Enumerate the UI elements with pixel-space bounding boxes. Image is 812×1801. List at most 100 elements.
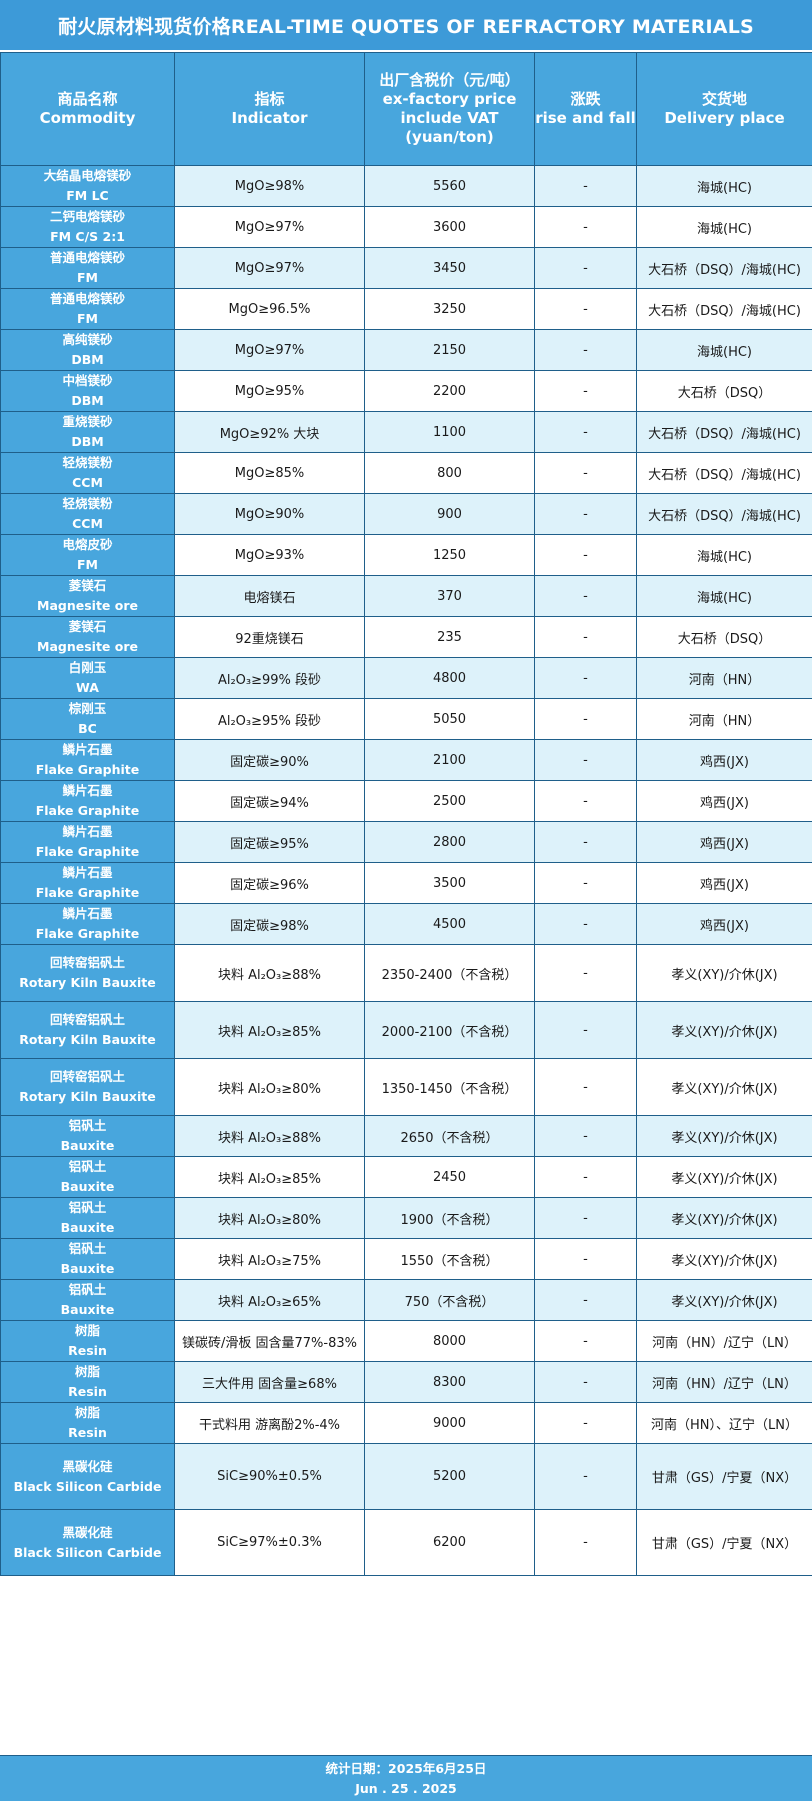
commodity-cn: 菱镁石 bbox=[68, 578, 107, 593]
delivery-place-cell: 大石桥（DSQ） bbox=[636, 616, 812, 658]
delivery-place-cell: 海城(HC) bbox=[636, 329, 812, 371]
price-cell: 2350-2400（不含税） bbox=[364, 944, 535, 1002]
table-row: 铝矾土 Bauxite 块料 Al₂O₃≥88% 2650（不含税） - 孝义(XY)/介… bbox=[0, 1115, 812, 1157]
change-cell: - bbox=[534, 1156, 637, 1198]
commodity-en: FM bbox=[77, 270, 98, 285]
commodity-cell: 铝矾土 Bauxite bbox=[0, 1197, 175, 1239]
delivery-place-cell: 孝义(XY)/介休(JX) bbox=[636, 944, 812, 1002]
delivery-place-cell: 孝义(XY)/介休(JX) bbox=[636, 1279, 812, 1321]
commodity-cn: 白刚玉 bbox=[68, 660, 107, 675]
commodity-en: Bauxite bbox=[60, 1220, 115, 1235]
change-cell: - bbox=[534, 370, 637, 412]
commodity-cell: 铝矾土 Bauxite bbox=[0, 1279, 175, 1321]
table-row: 回转窑铝矾土 Rotary Kiln Bauxite 块料 Al₂O₃≥80% 135… bbox=[0, 1058, 812, 1116]
commodity-cn: 黑碳化硅 bbox=[62, 1524, 113, 1540]
commodity-cn: 普通电熔镁砂 bbox=[49, 250, 125, 265]
change-cell: - bbox=[534, 247, 637, 289]
price-cell: 6200 bbox=[364, 1509, 535, 1576]
table-row: 黑碳化硅 Black Silicon Carbide SiC≥97%±0.3% 620… bbox=[0, 1509, 812, 1576]
price-cell: 900 bbox=[364, 493, 535, 535]
price-cell: 8300 bbox=[364, 1361, 535, 1403]
delivery-place-cell: 鸡西(JX) bbox=[636, 903, 812, 945]
commodity-cell: 轻烧镁粉 CCM bbox=[0, 452, 175, 494]
change-cell: - bbox=[534, 411, 637, 453]
commodity-en: Rotary Kiln Bauxite bbox=[19, 1032, 156, 1047]
commodity-cn: 铝矾土 bbox=[68, 1118, 107, 1133]
indicator-cell: 固定碳≥98% bbox=[174, 903, 365, 945]
commodity-cn: 轻烧镁粉 bbox=[62, 455, 113, 470]
commodity-cell: 树脂 Resin bbox=[0, 1320, 175, 1362]
price-cell: 1550（不含税） bbox=[364, 1238, 535, 1280]
commodity-cell: 重烧镁砂 DBM bbox=[0, 411, 175, 453]
table-row: 白刚玉 WA Al₂O₃≥99% 段砂 4800- 河南（HN） bbox=[0, 657, 812, 699]
delivery-place-cell: 孝义(XY)/介休(JX) bbox=[636, 1156, 812, 1198]
table-row: 重烧镁砂 DBM MgO≥92% 大块 1100- 大石桥（DSQ）/海城(HC) bbox=[0, 411, 812, 453]
table-row: 树脂 Resin 三大件用 固含量≥68% 8300- 河南（HN）/辽宁（LN） bbox=[0, 1361, 812, 1403]
table-row: 鳞片石墨 Flake Graphite 固定碳≥95% 2800- 鸡西(JX) bbox=[0, 821, 812, 863]
price-cell: 5200 bbox=[364, 1443, 535, 1510]
commodity-en: Rotary Kiln Bauxite bbox=[19, 1089, 156, 1104]
table-row: 普通电熔镁砂 FM MgO≥96.5% 3250- 大石桥（DSQ）/海城(HC) bbox=[0, 288, 812, 330]
commodity-cell: 普通电熔镁砂 FM bbox=[0, 288, 175, 330]
price-cell: 235 bbox=[364, 616, 535, 658]
commodity-cn: 铝矾土 bbox=[68, 1282, 107, 1297]
delivery-place-cell: 大石桥（DSQ）/海城(HC) bbox=[636, 493, 812, 535]
change-cell: - bbox=[534, 780, 637, 822]
table-row: 鳞片石墨 Flake Graphite 固定碳≥98% 4500- 鸡西(JX) bbox=[0, 903, 812, 945]
change-cell: - bbox=[534, 944, 637, 1002]
commodity-en: BC bbox=[78, 721, 97, 736]
commodity-cn: 中档镁砂 bbox=[62, 373, 113, 388]
table-row: 树脂 Resin 干式料用 游离酚2%-4% 9000- 河南（HN）、辽宁（LN） bbox=[0, 1402, 812, 1444]
change-cell: - bbox=[534, 1115, 637, 1157]
commodity-cell: 黑碳化硅 Black Silicon Carbide bbox=[0, 1443, 175, 1510]
price-cell: 750（不含税） bbox=[364, 1279, 535, 1321]
commodity-en: CCM bbox=[72, 516, 103, 531]
commodity-cn: 回转窑铝矾土 bbox=[49, 955, 125, 970]
commodity-cell: 高纯镁砂 DBM bbox=[0, 329, 175, 371]
change-cell: - bbox=[534, 1279, 637, 1321]
delivery-place-cell: 鸡西(JX) bbox=[636, 862, 812, 904]
change-cell: - bbox=[534, 862, 637, 904]
table-row: 树脂 Resin 镁碳砖/滑板 固含量77%-83% 8000- 河南（HN）/辽宁（L… bbox=[0, 1320, 812, 1362]
table-row: 鳞片石墨 Flake Graphite 固定碳≥90% 2100- 鸡西(JX) bbox=[0, 739, 812, 781]
commodity-en: Bauxite bbox=[60, 1302, 115, 1317]
delivery-place-cell: 海城(HC) bbox=[636, 534, 812, 576]
indicator-cell: 固定碳≥94% bbox=[174, 780, 365, 822]
table-row: 普通电熔镁砂 FM MgO≥97% 3450- 大石桥（DSQ）/海城(HC) bbox=[0, 247, 812, 289]
indicator-cell: 固定碳≥90% bbox=[174, 739, 365, 781]
change-cell: - bbox=[534, 698, 637, 740]
commodity-en: FM LC bbox=[66, 188, 109, 203]
table-row: 电熔皮砂 FM MgO≥93% 1250- 海城(HC) bbox=[0, 534, 812, 576]
commodity-en: WA bbox=[76, 680, 99, 695]
price-cell: 2800 bbox=[364, 821, 535, 863]
delivery-place-cell: 河南（HN）/辽宁（LN） bbox=[636, 1361, 812, 1403]
delivery-place-cell: 河南（HN） bbox=[636, 698, 812, 740]
price-cell: 2650（不含税） bbox=[364, 1115, 535, 1157]
change-cell: - bbox=[534, 575, 637, 617]
delivery-place-cell: 河南（HN）/辽宁（LN） bbox=[636, 1320, 812, 1362]
indicator-cell: 三大件用 固含量≥68% bbox=[174, 1361, 365, 1403]
indicator-cell: MgO≥98% bbox=[174, 165, 365, 207]
indicator-cell: MgO≥97% bbox=[174, 206, 365, 248]
commodity-en: Magnesite ore bbox=[37, 639, 138, 654]
price-cell: 2150 bbox=[364, 329, 535, 371]
table-row: 鳞片石墨 Flake Graphite 固定碳≥96% 3500- 鸡西(JX) bbox=[0, 862, 812, 904]
indicator-cell: MgO≥85% bbox=[174, 452, 365, 494]
commodity-en: DBM bbox=[71, 352, 104, 367]
commodity-en: Rotary Kiln Bauxite bbox=[19, 975, 156, 990]
price-cell: 4800 bbox=[364, 657, 535, 699]
delivery-place-cell: 河南（HN）、辽宁（LN） bbox=[636, 1402, 812, 1444]
commodity-cell: 鳞片石墨 Flake Graphite bbox=[0, 821, 175, 863]
change-cell: - bbox=[534, 1320, 637, 1362]
commodity-en: Bauxite bbox=[60, 1261, 115, 1276]
commodity-en: Bauxite bbox=[60, 1138, 115, 1153]
table-row: 棕刚玉 BC Al₂O₃≥95% 段砂 5050- 河南（HN） bbox=[0, 698, 812, 740]
delivery-place-cell: 孝义(XY)/介休(JX) bbox=[636, 1058, 812, 1116]
change-cell: - bbox=[534, 329, 637, 371]
commodity-cn: 菱镁石 bbox=[68, 619, 107, 634]
table-row: 菱镁石 Magnesite ore 92重烧镁石 235- 大石桥（DSQ） bbox=[0, 616, 812, 658]
price-cell: 2500 bbox=[364, 780, 535, 822]
price-cell: 2450 bbox=[364, 1156, 535, 1198]
delivery-place-cell: 孝义(XY)/介休(JX) bbox=[636, 1238, 812, 1280]
commodity-en: Magnesite ore bbox=[37, 598, 138, 613]
